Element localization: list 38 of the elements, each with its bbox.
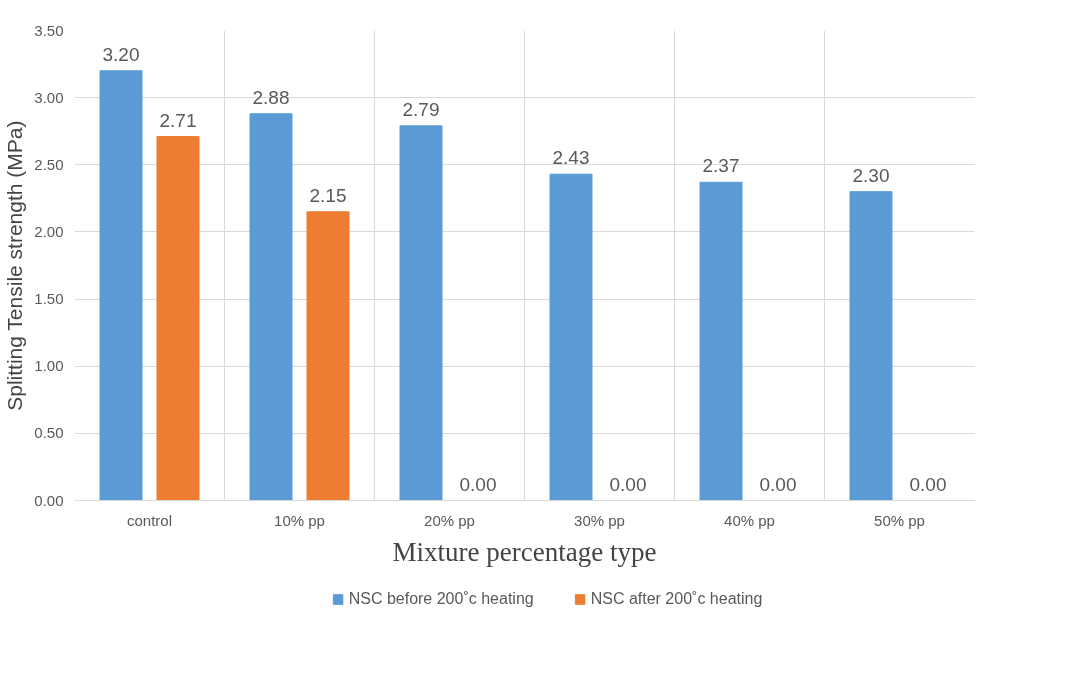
y-tick-label: 0.00 xyxy=(34,491,64,509)
data-label: 0.00 xyxy=(609,473,647,495)
bar xyxy=(699,181,743,501)
data-label: 2.71 xyxy=(159,109,197,131)
data-label: 0.00 xyxy=(759,473,797,495)
x-tick-label: 30% pp xyxy=(574,511,625,529)
data-label: 0.00 xyxy=(459,473,497,495)
y-tick-label: 2.50 xyxy=(34,155,64,173)
legend-label: NSC before 200˚c heating xyxy=(348,590,534,608)
bar xyxy=(156,136,200,501)
x-axis-title: Mixture percentage type xyxy=(392,536,657,567)
data-label: 2.37 xyxy=(702,155,740,177)
y-tick-label: 1.50 xyxy=(34,290,64,308)
bar xyxy=(849,191,893,501)
x-tick-label: 10% pp xyxy=(274,511,325,529)
x-tick-label: control xyxy=(126,511,173,529)
data-label: 3.20 xyxy=(102,43,140,65)
data-label: 2.15 xyxy=(309,184,347,206)
data-label: 2.43 xyxy=(552,147,590,169)
data-label: 2.79 xyxy=(402,98,440,120)
bar xyxy=(249,113,293,501)
x-tick-label: 40% pp xyxy=(724,511,775,529)
y-tick-label: 1.00 xyxy=(34,357,64,375)
data-label: 0.00 xyxy=(909,473,947,495)
data-label: 2.30 xyxy=(852,164,890,186)
y-tick-label: 3.00 xyxy=(34,88,64,106)
legend-label: NSC after 200˚c heating xyxy=(590,590,763,608)
y-tick-label: 2.00 xyxy=(34,222,64,240)
y-tick-label: 0.50 xyxy=(34,424,64,442)
bar xyxy=(549,173,593,501)
x-tick-label: 50% pp xyxy=(874,511,925,529)
bar xyxy=(99,70,143,501)
y-axis-title: Splitting Tensile strength (MPa) xyxy=(3,120,27,411)
data-label: 2.88 xyxy=(252,86,290,108)
y-tick-label: 3.50 xyxy=(34,21,64,39)
bar xyxy=(306,211,350,501)
x-tick-label: 20% pp xyxy=(424,511,475,529)
bar xyxy=(399,125,443,501)
